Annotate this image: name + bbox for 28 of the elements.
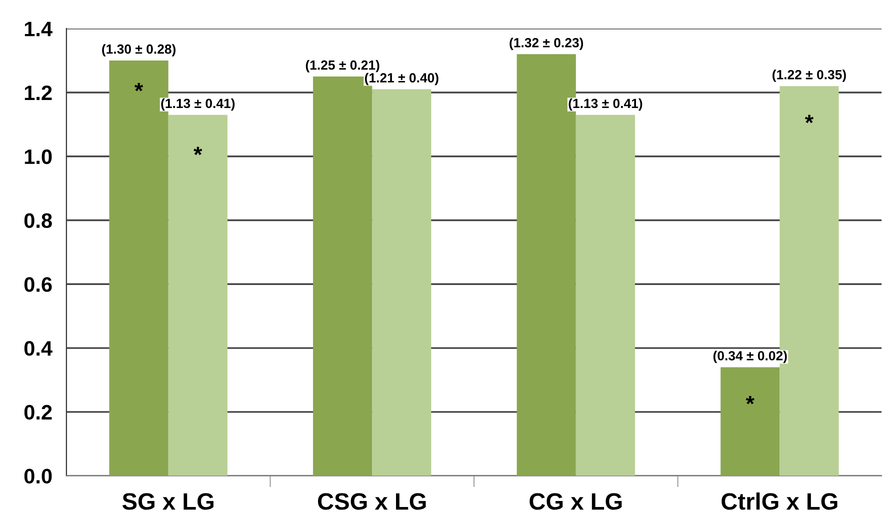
bar — [372, 89, 432, 476]
bar — [168, 114, 228, 476]
data-label: (1.13 ± 0.41) — [568, 98, 642, 111]
x-tick-label: CG x LG — [530, 493, 622, 510]
data-label: (1.32 ± 0.23) — [510, 38, 584, 50]
data-label: (1.30 ± 0.28) — [102, 44, 176, 56]
annotation: * — [746, 396, 754, 404]
text: 1.0 — [24, 149, 52, 164]
bar — [720, 367, 780, 476]
data-label: (1.21 ± 0.40) — [364, 72, 438, 86]
bar — [576, 114, 635, 476]
text: 0.0 — [24, 468, 52, 484]
annotation: * — [134, 82, 144, 92]
annotation: * — [804, 114, 814, 124]
text: 0.2 — [24, 404, 52, 420]
text: 0.4 — [24, 341, 52, 356]
data-label: (1.22 ± 0.35) — [772, 70, 846, 82]
data-label: (1.13 ± 0.41) — [161, 98, 235, 111]
annotation: * — [194, 146, 202, 156]
text: 1.2 — [24, 85, 52, 100]
data-label: (0.34 ± 0.02) — [713, 350, 787, 364]
x-tick-label: SG x LG — [122, 493, 214, 510]
text: 0.8 — [24, 213, 52, 228]
data-label: (1.25 ± 0.21) — [306, 60, 380, 72]
text: 1.4 — [24, 22, 52, 36]
x-tick-label: CtrlG x LG — [722, 492, 838, 510]
x-tick-label: CSG x LG — [318, 493, 426, 510]
text: 0.6 — [24, 277, 52, 292]
